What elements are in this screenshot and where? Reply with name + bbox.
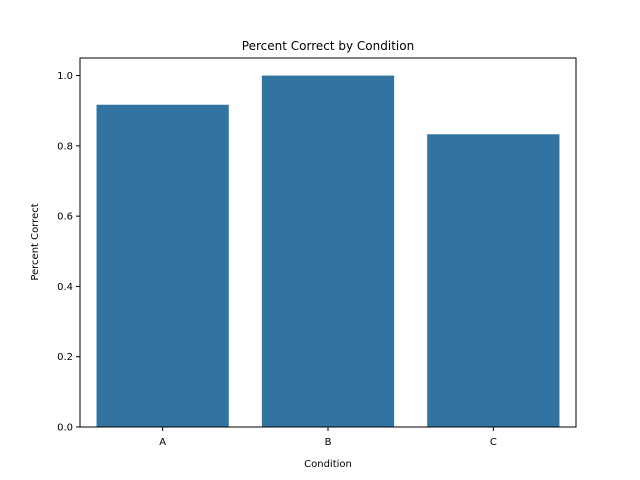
bar-C [427, 134, 560, 427]
y-axis-title: Percent Correct [30, 203, 41, 280]
x-tick-label: A [159, 437, 166, 448]
y-tick-label: 0.4 [57, 282, 73, 293]
chart-title: Percent Correct by Condition [242, 39, 414, 53]
x-tick-label: B [325, 437, 332, 448]
y-tick-label: 0.6 [57, 212, 73, 223]
y-tick-label: 0.0 [57, 423, 73, 434]
bars-layer [96, 75, 560, 428]
y-tick-label: 0.8 [57, 141, 73, 152]
bar-A [96, 104, 229, 428]
x-axis-title: Condition [304, 459, 352, 470]
axes-layer: A B C 0.0 0.2 0.4 0.6 0.8 1.0 [57, 57, 577, 448]
bar-B [261, 75, 395, 427]
y-tick-label: 0.2 [57, 352, 73, 363]
x-tick-label: C [490, 437, 497, 448]
y-tick-label: 1.0 [57, 71, 73, 82]
